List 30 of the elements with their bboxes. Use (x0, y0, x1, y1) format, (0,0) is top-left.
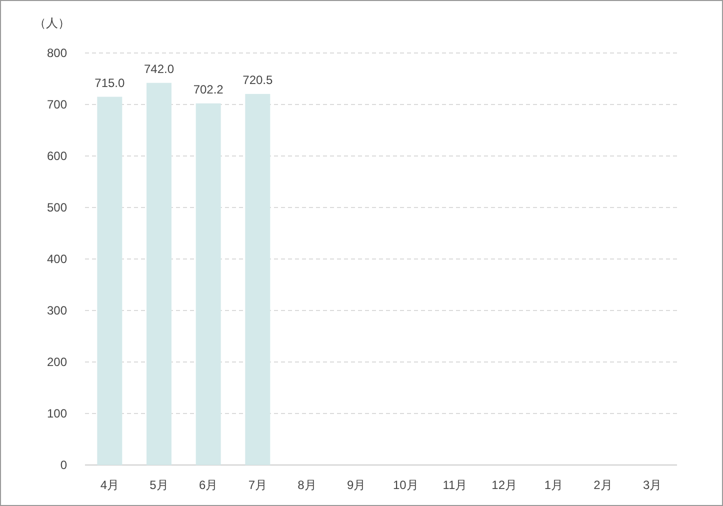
x-tick-label: 6月 (198, 478, 218, 492)
y-tick-label: 200 (46, 355, 68, 369)
x-tick-label: 3月 (642, 478, 662, 492)
x-tick-label: 10月 (392, 478, 418, 492)
x-tick-label: 2月 (594, 478, 612, 492)
bar (97, 96, 122, 465)
bar (146, 82, 172, 465)
y-tick-label: 800 (46, 46, 68, 60)
x-tick-label: 7月 (248, 478, 268, 492)
data-label: 742.0 (144, 62, 174, 76)
x-tick-label: 12月 (492, 478, 518, 492)
x-tick-label: 5月 (150, 478, 168, 492)
y-tick-label: 700 (46, 98, 68, 112)
y-axis-title: （人） (34, 16, 70, 30)
data-label: 720.5 (242, 72, 274, 87)
y-tick-label: 500 (46, 200, 68, 214)
bar (196, 103, 221, 465)
y-tick-label: 100 (46, 406, 68, 420)
x-tick-label: 4月 (100, 478, 120, 492)
y-tick-label: 300 (46, 304, 68, 318)
x-tick-label: 11月 (442, 478, 468, 492)
data-label: 715.0 (94, 76, 126, 90)
x-tick-label: 1月 (544, 478, 564, 492)
bar (245, 94, 270, 465)
y-tick-label: 0 (60, 458, 68, 472)
y-tick-label: 400 (46, 252, 68, 266)
data-label: 702.2 (193, 82, 224, 96)
x-tick-label: 8月 (298, 478, 316, 492)
x-tick-label: 9月 (346, 478, 366, 492)
y-tick-label: 600 (46, 149, 68, 163)
